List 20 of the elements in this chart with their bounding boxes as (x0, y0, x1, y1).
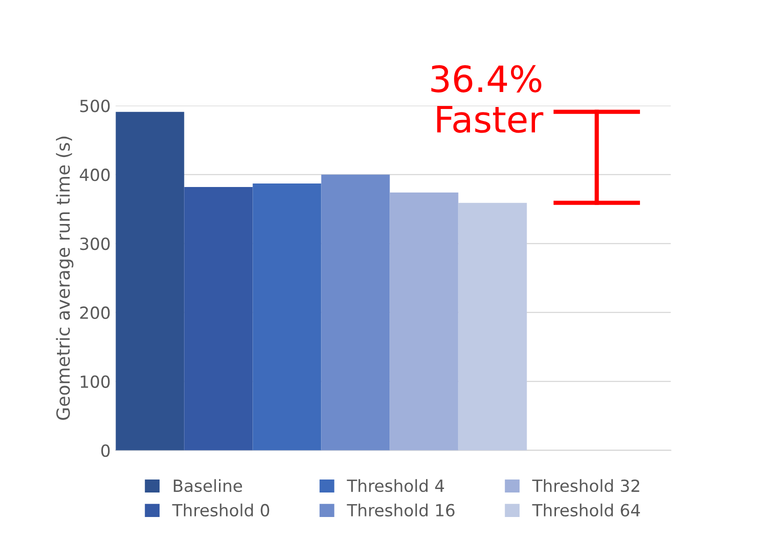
bar (252, 184, 322, 450)
y-tick-label: 200 (80, 306, 110, 320)
legend-label: Threshold 4 (346, 479, 444, 492)
y-tick-label: 400 (80, 168, 110, 182)
y-tick-label: 300 (80, 237, 110, 250)
bar (390, 192, 458, 450)
bar (116, 112, 184, 450)
legend-label: Threshold 16 (346, 504, 455, 517)
legend-label: Threshold 32 (532, 479, 640, 492)
annotation: 36.4% Faster (431, 65, 544, 133)
legend-label: Baseline (174, 479, 242, 492)
bar (458, 202, 527, 450)
legend-label: Threshold 64 (532, 504, 640, 517)
y-axis-title: Geometric average run time (s) (56, 136, 74, 420)
y-tick-label: 500 (80, 100, 110, 112)
legend-label: Threshold 0 (172, 504, 270, 517)
y-tick-label: 0 (101, 444, 110, 457)
bar (321, 174, 390, 450)
bar (184, 186, 253, 450)
y-tick-label: 100 (80, 375, 110, 388)
